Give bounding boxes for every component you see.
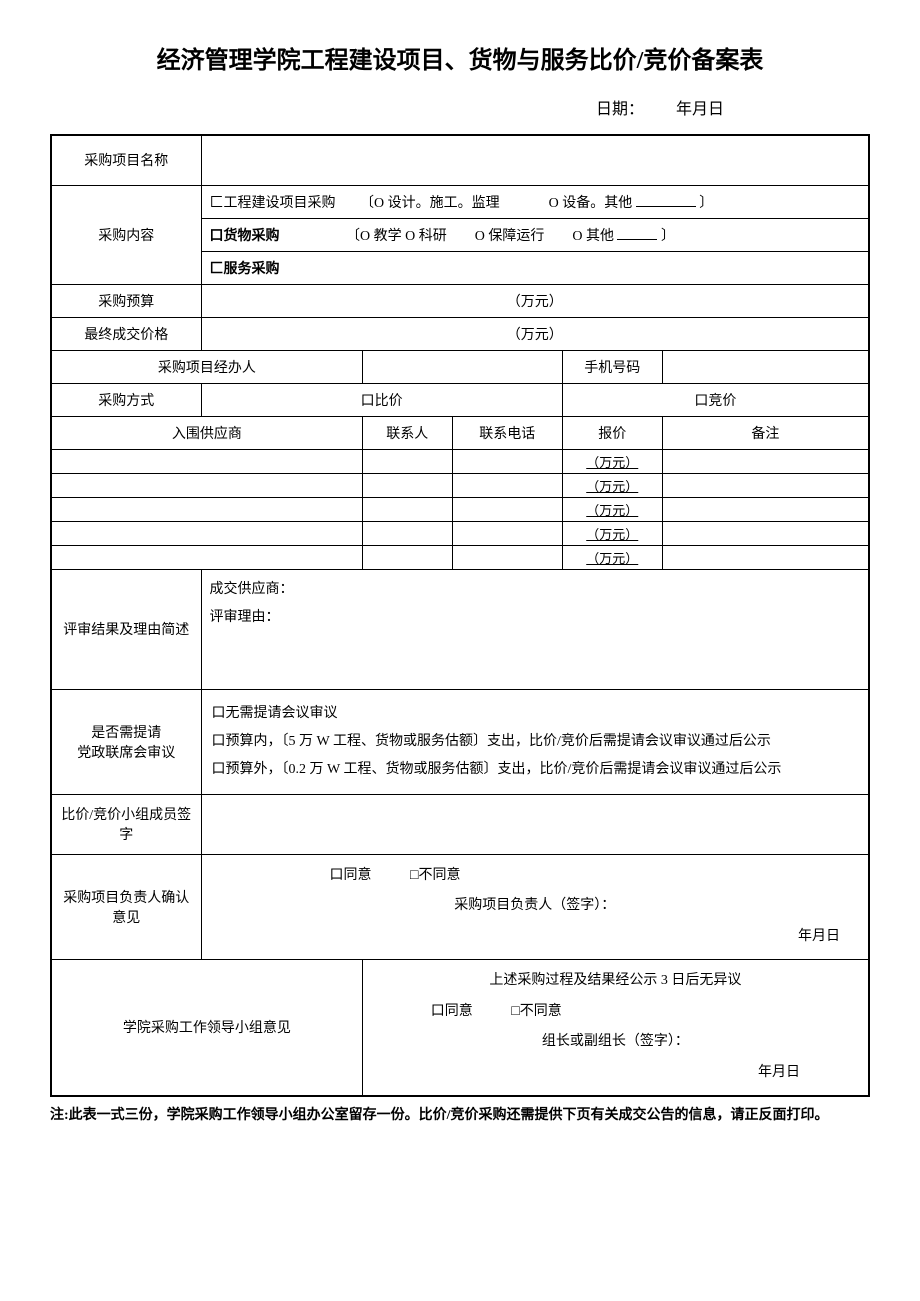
main-form-table: 采购项目名称 采购内容 匚工程建设项目采购 〔O 设计。施工。监理 O 设备。其… [50,134,870,1097]
content-opt-equipment: O 设备。其他 [549,196,633,211]
content-opt-design: 〔O 设计。施工。监理 [360,196,500,211]
phone-2[interactable] [452,473,562,497]
contact-4[interactable] [362,521,452,545]
meeting-opt2: 口预算内，〔5 万 W 工程、货物或服务估额〕支出，比价/竞价后需提请会议审议通… [212,728,859,756]
supplier-4[interactable] [51,521,362,545]
project-name-label: 采购项目名称 [51,135,201,185]
contact-header: 联系人 [362,416,452,449]
supplier-5[interactable] [51,545,362,569]
review-reason-label: 评审理由： [210,606,861,626]
date-value: 年月日 [676,101,724,118]
content-bracket1: 〕 [699,196,713,211]
content-opt-teaching: 〔O 教学 O 科研 O 保障运行 O 其他 [346,229,614,244]
phone-4[interactable] [452,521,562,545]
content-row3[interactable]: 匚服务采购 [201,251,869,284]
handler-field[interactable] [362,350,562,383]
quote-1[interactable]: （万元） [562,449,662,473]
phone-field[interactable] [662,350,869,383]
content-opt-engineering: 匚工程建设项目采购 [210,196,336,211]
contact-2[interactable] [362,473,452,497]
sign-field[interactable] [201,794,869,854]
contact-3[interactable] [362,497,452,521]
budget-label: 采购预算 [51,284,201,317]
remark-header: 备注 [662,416,869,449]
page-title: 经济管理学院工程建设项目、货物与服务比价/竞价备案表 [50,40,870,75]
method-label: 采购方式 [51,383,201,416]
leader-field[interactable]: 上述采购过程及结果经公示 3 日后无异议 口同意 □不同意 组长或副组长（签字）… [362,959,869,1096]
supplier-2[interactable] [51,473,362,497]
remark-3[interactable] [662,497,869,521]
final-price-label: 最终成交价格 [51,317,201,350]
leader-agree: 口同意 [431,1004,473,1019]
phone-5[interactable] [452,545,562,569]
remark-5[interactable] [662,545,869,569]
content-row2[interactable]: 口货物采购 〔O 教学 O 科研 O 保障运行 O 其他 〕 [201,218,869,251]
budget-field[interactable]: （万元） [201,284,869,317]
supplier-3[interactable] [51,497,362,521]
date-label: 日期： [596,101,644,118]
contact-phone-header: 联系电话 [452,416,562,449]
meeting-label: 是否需提请 党政联席会审议 [51,689,201,794]
content-other-blank2[interactable] [617,239,657,240]
phone-label: 手机号码 [562,350,662,383]
quote-2[interactable]: （万元） [562,473,662,497]
confirm-agree: 口同意 [330,868,372,883]
phone-1[interactable] [452,449,562,473]
confirm-disagree: □不同意 [410,868,460,883]
remark-4[interactable] [662,521,869,545]
confirm-label: 采购项目负责人确认意见 [51,854,201,959]
quote-3[interactable]: （万元） [562,497,662,521]
date-line: 日期： 年月日 [50,95,870,119]
content-other-blank1[interactable] [636,206,696,207]
review-supplier-label: 成交供应商： [210,578,861,598]
supplier-1[interactable] [51,449,362,473]
method-opt-bid[interactable]: 口竞价 [562,383,869,416]
content-opt-service: 匚服务采购 [210,262,280,277]
leader-disagree: □不同意 [511,1004,561,1019]
remark-1[interactable] [662,449,869,473]
confirm-field[interactable]: 口同意 □不同意 采购项目负责人（签字）： 年月日 [201,854,869,959]
contact-5[interactable] [362,545,452,569]
leader-label: 学院采购工作领导小组意见 [51,959,362,1096]
phone-3[interactable] [452,497,562,521]
content-opt-goods: 口货物采购 [210,229,280,244]
project-name-field[interactable] [201,135,869,185]
confirm-date: 年月日 [210,922,861,953]
footer-note: 注:此表一式三份，学院采购工作领导小组办公室留存一份。比价/竞价采购还需提供下页… [50,1105,870,1127]
supplier-header: 入围供应商 [51,416,362,449]
quote-header: 报价 [562,416,662,449]
remark-2[interactable] [662,473,869,497]
final-price-field[interactable]: （万元） [201,317,869,350]
content-label: 采购内容 [51,185,201,284]
quote-4[interactable]: （万元） [562,521,662,545]
quote-5[interactable]: （万元） [562,545,662,569]
content-row1[interactable]: 匚工程建设项目采购 〔O 设计。施工。监理 O 设备。其他 〕 [201,185,869,218]
method-opt-compare[interactable]: 口比价 [201,383,562,416]
review-field[interactable]: 成交供应商： 评审理由： [201,569,869,689]
meeting-opt3: 口预算外，〔0.2 万 W 工程、货物或服务估额〕支出，比价/竞价后需提请会议审… [212,756,859,784]
leader-sign-label: 组长或副组长（签字）： [371,1027,860,1058]
sign-label: 比价/竞价小组成员签字 [51,794,201,854]
leader-line1: 上述采购过程及结果经公示 3 日后无异议 [371,966,860,997]
contact-1[interactable] [362,449,452,473]
content-bracket2: 〕 [661,229,675,244]
confirm-sign-label: 采购项目负责人（签字）： [210,891,861,922]
review-label: 评审结果及理由简述 [51,569,201,689]
meeting-opt1: 口无需提请会议审议 [212,700,859,728]
leader-date: 年月日 [371,1058,860,1089]
handler-label: 采购项目经办人 [51,350,362,383]
meeting-field[interactable]: 口无需提请会议审议 口预算内，〔5 万 W 工程、货物或服务估额〕支出，比价/竞… [201,689,869,794]
